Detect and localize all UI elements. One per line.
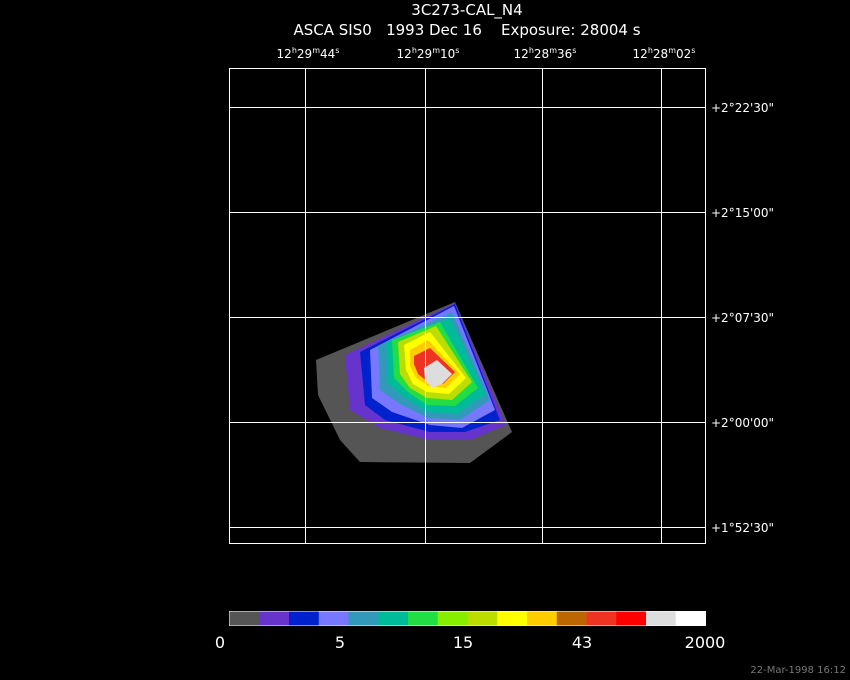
colorbar-label: 2000 bbox=[685, 633, 726, 652]
colorbar-label: 0 bbox=[215, 633, 225, 652]
dec-label: +2°07'30" bbox=[711, 311, 774, 325]
colorbar-swatch bbox=[497, 611, 528, 626]
ra-label-part: 12 bbox=[514, 47, 529, 61]
ra-label-part: 28 bbox=[653, 47, 668, 61]
colorbar-swatch bbox=[646, 611, 677, 626]
colorbar-label: 43 bbox=[572, 633, 592, 652]
ra-label-part: m bbox=[549, 46, 557, 55]
ra-label-part: s bbox=[691, 46, 695, 55]
colorbar-swatch bbox=[229, 611, 260, 626]
ra-label: 12h28m36s bbox=[514, 46, 577, 61]
ra-label-part: 12 bbox=[633, 47, 648, 61]
dec-label: +2°22'30" bbox=[711, 101, 774, 115]
colorbar-swatch bbox=[586, 611, 617, 626]
subtitle: ASCA SIS0 1993 Dec 16 Exposure: 28004 s bbox=[293, 21, 640, 39]
colorbar-label: 5 bbox=[335, 633, 345, 652]
colorbar-swatch bbox=[437, 611, 468, 626]
ra-label: 12h29m44s bbox=[277, 46, 340, 61]
dec-label: +2°15'00" bbox=[711, 206, 774, 220]
ra-label-part: s bbox=[572, 46, 576, 55]
ra-label-part: s bbox=[455, 46, 459, 55]
colorbar-swatch bbox=[467, 611, 498, 626]
ra-label-part: h bbox=[648, 46, 653, 55]
colorbar-swatch bbox=[616, 611, 647, 626]
ra-label-part: 10 bbox=[440, 47, 455, 61]
colorbar-swatch bbox=[318, 611, 349, 626]
ra-label-part: m bbox=[432, 46, 440, 55]
title: 3C273-CAL_N4 bbox=[411, 1, 522, 20]
colorbar-swatch bbox=[289, 611, 320, 626]
footer-date: 22-Mar-1998 16:12 bbox=[750, 665, 846, 676]
ra-label-part: s bbox=[335, 46, 339, 55]
ra-label-part: 36 bbox=[557, 47, 572, 61]
dec-label: +1°52'30" bbox=[711, 521, 774, 535]
ra-label-part: m bbox=[312, 46, 320, 55]
ra-label-part: 44 bbox=[320, 47, 335, 61]
ra-label-part: 29 bbox=[417, 47, 432, 61]
ra-label-part: 12 bbox=[397, 47, 412, 61]
ra-label-part: 02 bbox=[676, 47, 691, 61]
ra-label-part: 12 bbox=[277, 47, 292, 61]
colorbar-swatch bbox=[675, 611, 706, 626]
sky-image bbox=[316, 302, 512, 463]
dec-label: +2°00'00" bbox=[711, 416, 774, 430]
ra-label-part: 29 bbox=[297, 47, 312, 61]
colorbar-label: 15 bbox=[453, 633, 473, 652]
ra-label-part: 28 bbox=[534, 47, 549, 61]
ra-label: 12h28m02s bbox=[633, 46, 696, 61]
colorbar-swatch bbox=[556, 611, 587, 626]
colorbar-swatch bbox=[408, 611, 439, 626]
colorbar-swatch bbox=[259, 611, 290, 626]
ra-label-part: h bbox=[292, 46, 297, 55]
ra-label-part: h bbox=[529, 46, 534, 55]
ra-label-part: h bbox=[412, 46, 417, 55]
ra-label-part: m bbox=[668, 46, 676, 55]
frame bbox=[229, 68, 706, 544]
colorbar-swatch bbox=[348, 611, 379, 626]
colorbar-swatch bbox=[527, 611, 558, 626]
coordinate-grid bbox=[229, 68, 706, 544]
ra-label: 12h29m10s bbox=[397, 46, 460, 61]
colorbar-swatch bbox=[378, 611, 409, 626]
